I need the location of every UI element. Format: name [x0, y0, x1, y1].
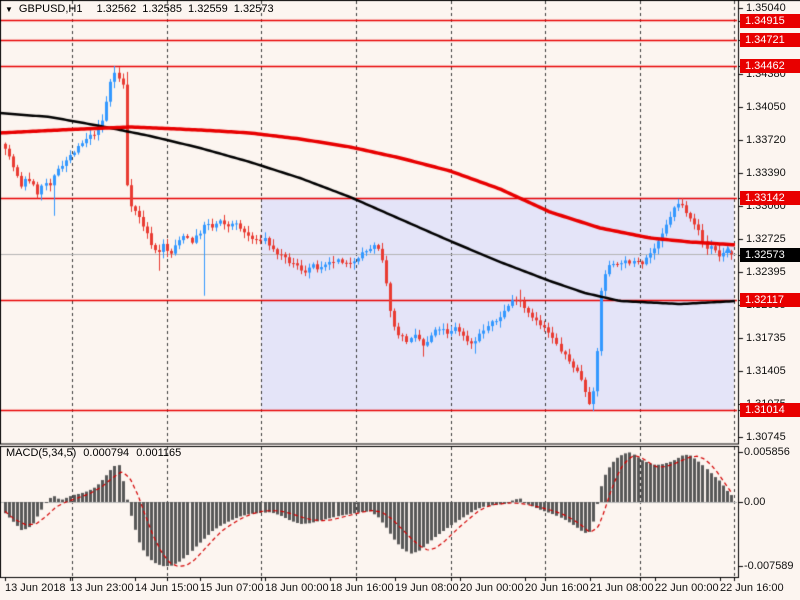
- macd-signal-value: 0.001165: [136, 447, 182, 459]
- current-price-tag: 1.32573: [740, 248, 800, 262]
- time-axis-label: 22 Jun 16:00: [720, 582, 784, 594]
- price-axis-label: 1.30745: [746, 431, 786, 443]
- time-axis-label: 14 Jun 15:00: [135, 582, 199, 594]
- time-axis-label: 15 Jun 07:00: [200, 582, 264, 594]
- chart-header: ▼ GBPUSD,H1 1.32562 1.32585 1.32559 1.32…: [5, 3, 274, 15]
- price-level-tag[interactable]: 1.34721: [740, 33, 800, 47]
- macd-main-value: 0.000794: [83, 447, 130, 459]
- price-axis-label: 1.33390: [746, 167, 786, 179]
- price-level-tag[interactable]: 1.34462: [740, 59, 800, 73]
- time-axis-label: 19 Jun 08:00: [395, 582, 459, 594]
- ohlc-low: 1.32559: [188, 3, 228, 15]
- macd-axis-label: 0.00: [744, 496, 766, 508]
- time-axis-label: 13 Jun 23:00: [70, 582, 134, 594]
- price-level-tag[interactable]: 1.32117: [740, 293, 800, 307]
- time-axis-label: 18 Jun 16:00: [330, 582, 394, 594]
- time-axis-label: 20 Jun 00:00: [460, 582, 524, 594]
- ohlc-open: 1.32562: [96, 3, 137, 15]
- macd-axis-label: 0.005856: [744, 446, 790, 458]
- price-axis-label: 1.31735: [746, 332, 786, 344]
- chart-title: GBPUSD,H1: [18, 3, 83, 15]
- macd-indicator-header: MACD(5,34,5) 0.000794 0.001165: [6, 447, 181, 459]
- price-level-tag[interactable]: 1.31014: [740, 403, 800, 417]
- price-axis-label: 1.33720: [746, 134, 786, 146]
- ohlc-high: 1.32585: [142, 3, 183, 15]
- price-axis-label: 1.32395: [746, 266, 786, 278]
- macd-axis-label: -0.007589: [744, 560, 794, 572]
- price-axis-label: 1.32725: [746, 233, 786, 245]
- time-axis-label: 18 Jun 00:00: [265, 582, 329, 594]
- price-axis-label: 1.35040: [746, 2, 786, 14]
- price-level-tag[interactable]: 1.34915: [740, 14, 800, 28]
- price-axis-label: 1.31405: [746, 365, 786, 377]
- time-axis-label: 21 Jun 08:00: [590, 582, 654, 594]
- price-level-tag[interactable]: 1.33142: [740, 191, 800, 205]
- price-axis-label: 1.34050: [746, 101, 786, 113]
- ohlc-close: 1.32573: [233, 3, 274, 15]
- macd-indicator-label: MACD(5,34,5): [6, 447, 77, 459]
- time-axis-label: 22 Jun 00:00: [655, 582, 719, 594]
- time-axis-label: 20 Jun 16:00: [525, 582, 589, 594]
- symbol-dropdown-icon[interactable]: ▼: [5, 4, 13, 14]
- time-axis-label: 13 Jun 2018: [5, 582, 66, 594]
